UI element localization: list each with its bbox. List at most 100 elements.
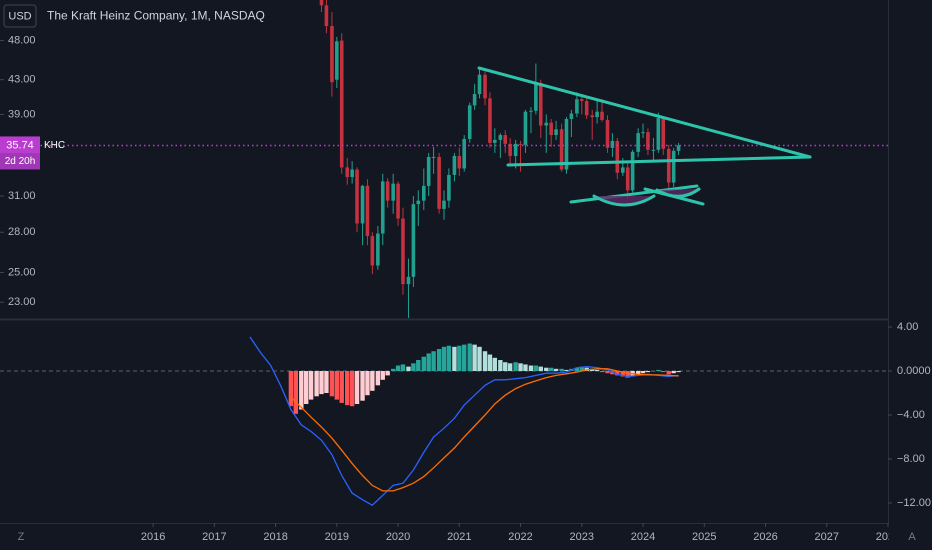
- candle-body: [376, 233, 380, 266]
- histogram-bar: [594, 369, 600, 372]
- candle-body: [330, 26, 334, 83]
- candle-body: [529, 110, 533, 112]
- histogram-bar: [467, 343, 472, 372]
- candle-body: [391, 183, 395, 201]
- candle-body: [513, 143, 518, 156]
- scale-button[interactable]: A: [908, 531, 916, 543]
- candle-body: [651, 149, 656, 151]
- last-price-label: 35.74: [6, 139, 34, 151]
- candle-body: [605, 119, 610, 148]
- histogram-bar: [472, 344, 477, 372]
- candle-body: [380, 181, 385, 234]
- candle-body: [467, 105, 472, 139]
- candle-body: [385, 181, 390, 201]
- x-tick-label: 2023: [570, 531, 594, 543]
- histogram-bar: [487, 354, 493, 372]
- right-axis-panel: [889, 0, 932, 550]
- trend-drawings: [477, 66, 812, 207]
- candle-body: [370, 236, 375, 266]
- histogram-bar: [676, 371, 681, 373]
- y-tick-label: 25.00: [8, 266, 36, 278]
- candle-body: [360, 185, 365, 224]
- histogram-bar: [308, 371, 314, 400]
- histogram-bar: [421, 356, 426, 372]
- histogram-bar: [559, 368, 564, 372]
- histogram-bar: [605, 371, 610, 374]
- candle-body: [365, 185, 370, 237]
- candle-body: [488, 98, 492, 143]
- symbol-label: KHC: [44, 140, 65, 151]
- histogram-bar: [666, 371, 671, 375]
- x-tick-label: 2019: [325, 531, 349, 543]
- histogram-bar: [599, 371, 605, 373]
- histogram-bar: [329, 371, 335, 397]
- countdown-label: 2d 20h: [5, 156, 36, 167]
- histogram-bar: [395, 365, 401, 372]
- x-tick-label: 2021: [447, 531, 471, 543]
- histogram-bar: [390, 368, 396, 372]
- histogram-bar: [406, 366, 411, 372]
- candle-body: [559, 129, 564, 170]
- histogram-bar: [293, 371, 298, 414]
- y-tick-label: 0.0000: [897, 365, 931, 377]
- candle-body: [518, 143, 523, 145]
- candle-body: [406, 276, 411, 285]
- candle-body: [630, 151, 635, 191]
- x-tick-label: 2020: [386, 531, 410, 543]
- histogram-bar: [365, 371, 370, 396]
- candle-body: [575, 99, 579, 114]
- histogram-bar: [507, 363, 513, 372]
- histogram-bar: [334, 371, 340, 400]
- candle-body: [447, 174, 451, 201]
- histogram-bar: [533, 365, 539, 372]
- candle-body: [493, 139, 497, 143]
- histogram-bar: [400, 364, 406, 372]
- candle-body: [621, 167, 625, 173]
- histogram-bar: [620, 371, 626, 377]
- countdown-box: [0, 153, 40, 170]
- histogram-bar: [564, 369, 569, 372]
- y-tick-label: −4.00: [897, 409, 925, 421]
- overlay: 48.00 43.00 39.00 31.00 28.00 25.00 23.00 35.74…: [0, 34, 931, 527]
- candle-body: [339, 40, 344, 168]
- histogram-bar: [452, 346, 457, 372]
- histogram-bar: [416, 360, 421, 372]
- candle-body: [569, 113, 574, 119]
- histogram-bar: [304, 371, 309, 405]
- histogram-bar: [431, 351, 436, 372]
- arc: [592, 194, 656, 207]
- candle-body: [661, 118, 666, 149]
- histogram-bar: [661, 371, 666, 373]
- currency-box[interactable]: [3, 4, 37, 28]
- candle-body: [615, 140, 620, 173]
- candle-body: [350, 169, 354, 178]
- candle-body: [646, 132, 650, 150]
- candle-body: [319, 0, 324, 6]
- histogram-bar: [446, 345, 452, 372]
- y-tick-label: 23.00: [8, 296, 36, 308]
- scale-button[interactable]: Z: [18, 531, 25, 543]
- candle-body: [477, 74, 482, 95]
- histogram-bar: [324, 371, 329, 394]
- histogram-bar: [671, 371, 676, 374]
- histogram-bar: [656, 369, 661, 372]
- candle-body: [498, 135, 503, 140]
- y-tick-label: −8.00: [897, 453, 925, 465]
- trend-line: [506, 155, 812, 167]
- histogram-bar: [579, 366, 584, 372]
- candle-body: [411, 204, 416, 277]
- candle-body: [437, 156, 441, 209]
- y-tick-label: 43.00: [8, 74, 36, 86]
- candle-body: [564, 118, 569, 170]
- x-tick-label: 2016: [141, 531, 165, 543]
- y-tick-label: 39.00: [8, 108, 36, 120]
- histogram-bar: [370, 371, 375, 391]
- candle-body: [431, 156, 436, 158]
- currency[interactable]: USD: [8, 10, 31, 22]
- candle-body: [426, 156, 431, 186]
- histogram-bar: [544, 367, 549, 372]
- histogram-bar: [513, 362, 518, 372]
- candle-body: [472, 94, 477, 106]
